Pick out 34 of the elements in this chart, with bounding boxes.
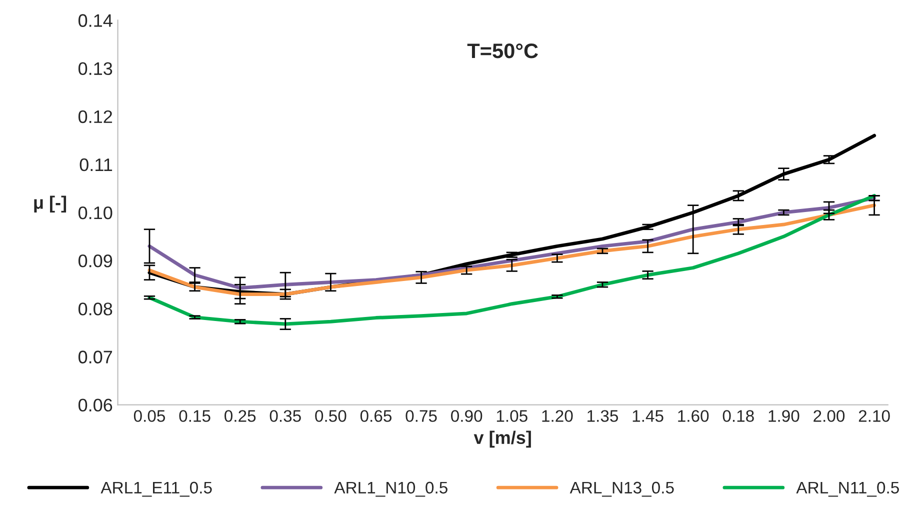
x-tick-label: 0.15 bbox=[179, 410, 210, 422]
y-tick-label: 0.09 bbox=[78, 254, 112, 268]
x-tick-label: 1.05 bbox=[496, 410, 528, 422]
legend-label: ARL_N11_0.5 bbox=[796, 482, 899, 497]
legend-label: ARL_N13_0.5 bbox=[570, 482, 674, 497]
x-tick-label: 0.50 bbox=[315, 410, 346, 422]
text: T=50°C bbox=[467, 44, 538, 58]
y-axis-title: μ [-] bbox=[34, 196, 66, 213]
y-tick-label: 0.11 bbox=[80, 158, 112, 172]
x-tick-label: 1.60 bbox=[678, 410, 709, 422]
x-tick-label: 0.05 bbox=[134, 410, 166, 422]
y-tick-label: 0.13 bbox=[78, 62, 112, 76]
x-tick-label: 0.90 bbox=[451, 410, 482, 422]
y-tick-label: 0.07 bbox=[78, 350, 112, 364]
y-tick-label: 0.06 bbox=[78, 398, 112, 412]
x-tick-label: 2.00 bbox=[814, 410, 845, 422]
x-tick-label: 0.25 bbox=[224, 410, 256, 422]
y-tick-label: 0.10 bbox=[78, 206, 112, 220]
legend-label: ARL1_N10_0.5 bbox=[334, 482, 448, 497]
x-tick-label: 1.35 bbox=[588, 410, 618, 422]
x-axis-title: v [m/s] bbox=[474, 430, 531, 448]
y-tick-label: 0.14 bbox=[78, 14, 112, 27]
x-tick-label: 0.65 bbox=[360, 410, 392, 422]
x-tick-label: 0.35 bbox=[270, 410, 301, 422]
y-tick-label: 0.08 bbox=[78, 302, 112, 316]
x-tick-label: 1.45 bbox=[632, 410, 664, 422]
x-tick-label: 1.90 bbox=[768, 410, 800, 422]
line-series bbox=[148, 194, 876, 326]
x-tick-label: 0.18 bbox=[722, 410, 754, 422]
y-tick-label: 0.12 bbox=[78, 110, 112, 124]
x-tick-label: 1.20 bbox=[542, 410, 573, 422]
legend-label: ARL1_E11_0.5 bbox=[100, 482, 212, 497]
x-tick-label: 0.75 bbox=[406, 410, 437, 422]
x-tick-label: 2.10 bbox=[858, 410, 890, 422]
